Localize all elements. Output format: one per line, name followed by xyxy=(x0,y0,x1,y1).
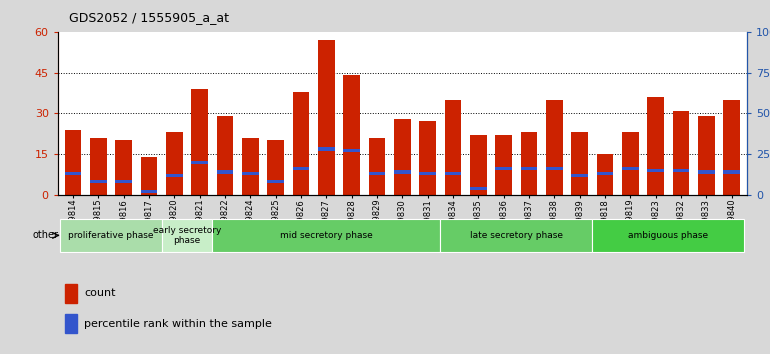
Bar xyxy=(242,138,259,195)
Text: GDS2052 / 1555905_a_at: GDS2052 / 1555905_a_at xyxy=(69,11,229,24)
Bar xyxy=(597,172,613,175)
FancyBboxPatch shape xyxy=(213,219,440,252)
Bar xyxy=(622,167,638,170)
Bar xyxy=(343,75,360,195)
Bar xyxy=(65,284,77,303)
Bar xyxy=(521,132,537,195)
Bar xyxy=(698,170,715,173)
Bar xyxy=(673,110,689,195)
Bar xyxy=(216,170,233,173)
Bar xyxy=(445,100,461,195)
FancyBboxPatch shape xyxy=(60,219,162,252)
Text: proliferative phase: proliferative phase xyxy=(69,231,154,240)
FancyBboxPatch shape xyxy=(440,219,592,252)
Bar xyxy=(546,167,563,170)
Bar xyxy=(571,132,588,195)
Bar xyxy=(267,180,284,183)
Bar xyxy=(470,135,487,195)
Bar xyxy=(521,167,537,170)
Bar xyxy=(648,169,664,172)
Bar xyxy=(495,167,512,170)
Bar xyxy=(673,169,689,172)
Bar xyxy=(394,170,410,173)
Bar xyxy=(394,119,410,195)
Bar xyxy=(546,100,563,195)
Bar xyxy=(116,141,132,195)
Text: percentile rank within the sample: percentile rank within the sample xyxy=(84,319,272,329)
Bar xyxy=(90,138,106,195)
Text: other: other xyxy=(32,230,59,240)
Text: mid secretory phase: mid secretory phase xyxy=(280,231,373,240)
Bar xyxy=(293,92,310,195)
Bar xyxy=(571,173,588,177)
Bar xyxy=(622,132,638,195)
FancyBboxPatch shape xyxy=(592,219,745,252)
Bar xyxy=(420,172,436,175)
Bar xyxy=(65,172,81,175)
Text: late secretory phase: late secretory phase xyxy=(470,231,563,240)
Bar xyxy=(65,314,77,333)
Bar xyxy=(318,40,334,195)
Bar xyxy=(192,89,208,195)
Bar xyxy=(293,167,310,170)
Bar xyxy=(318,148,334,151)
Bar xyxy=(242,172,259,175)
Bar xyxy=(597,154,613,195)
Text: ambiguous phase: ambiguous phase xyxy=(628,231,708,240)
Bar xyxy=(470,187,487,190)
Bar xyxy=(369,172,385,175)
Text: count: count xyxy=(84,288,116,298)
Bar xyxy=(267,141,284,195)
Bar xyxy=(445,172,461,175)
Bar xyxy=(648,97,664,195)
Bar xyxy=(166,132,182,195)
Bar xyxy=(724,170,740,173)
FancyBboxPatch shape xyxy=(162,219,213,252)
Text: early secretory
phase: early secretory phase xyxy=(152,226,221,245)
Bar xyxy=(216,116,233,195)
Bar xyxy=(166,173,182,177)
Bar xyxy=(724,100,740,195)
Bar xyxy=(495,135,512,195)
Bar xyxy=(420,121,436,195)
Bar xyxy=(90,180,106,183)
Bar xyxy=(141,157,157,195)
Bar xyxy=(343,149,360,152)
Bar xyxy=(369,138,385,195)
Bar xyxy=(116,180,132,183)
Bar xyxy=(65,130,81,195)
Bar xyxy=(192,160,208,164)
Bar xyxy=(698,116,715,195)
Bar xyxy=(141,190,157,193)
